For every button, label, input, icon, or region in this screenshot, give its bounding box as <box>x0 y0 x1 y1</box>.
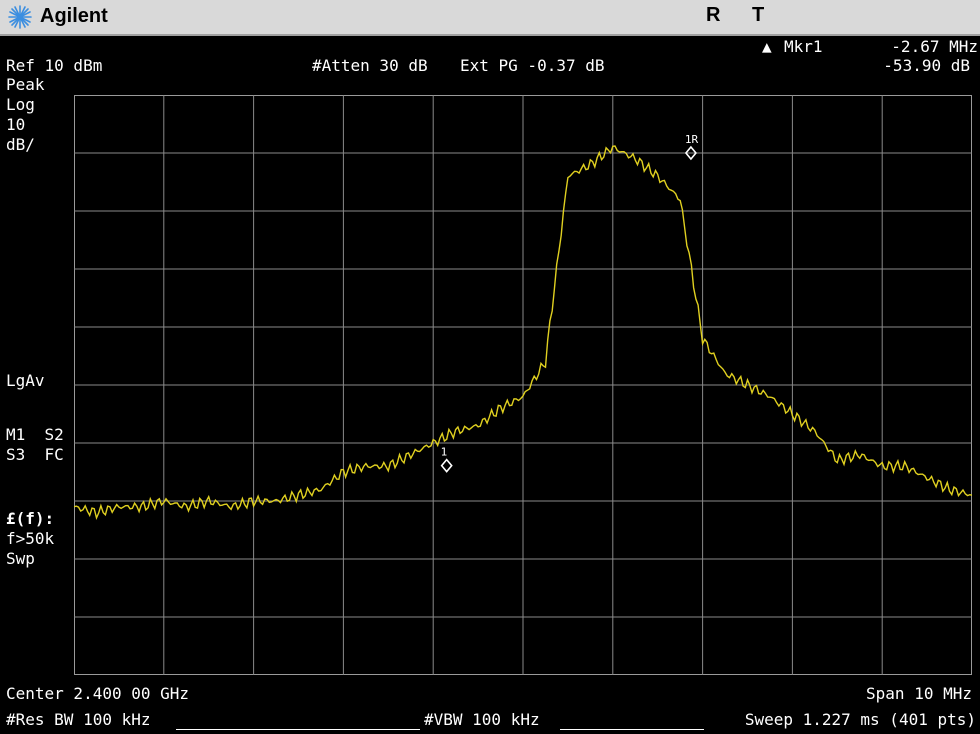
sweep-mode: Swp <box>6 549 35 568</box>
average-mode: LgAv <box>6 371 45 390</box>
attenuation: #Atten 30 dB <box>312 56 428 75</box>
center-frequency: Center 2.400 00 GHz <box>6 684 190 703</box>
marker-frequency: -2.67 MHz <box>891 37 978 56</box>
reference-level: Ref 10 dBm <box>6 56 103 75</box>
vbw-underline <box>560 729 704 730</box>
detector-mode: Peak <box>6 75 45 94</box>
spectrum-display: 1 1R <box>74 95 972 675</box>
correction-freq: f>50k <box>6 529 55 548</box>
video-bandwidth: #VBW 100 kHz <box>424 710 540 729</box>
res-bw-underline <box>176 729 420 730</box>
agilent-spark-icon <box>8 5 32 29</box>
remote-status: R <box>706 4 721 26</box>
scale-value: 10 <box>6 115 26 134</box>
external-preamp-gain: Ext PG -0.37 dB <box>460 56 605 75</box>
sweep-time: Sweep 1.227 ms (401 pts) <box>744 710 976 729</box>
marker-diamond <box>440 458 453 473</box>
trace-status-2: S3 FC <box>6 445 64 464</box>
marker-label: Mkr1 <box>784 37 823 56</box>
title-bar: Agilent R T <box>0 0 980 36</box>
resolution-bandwidth: #Res BW 100 kHz <box>6 710 151 729</box>
marker-diamond <box>684 145 697 161</box>
correction-label: £(f): <box>6 509 55 528</box>
marker-label: 1 <box>441 446 448 459</box>
scale-unit: dB/ <box>6 135 35 154</box>
trigger-status: T <box>752 4 765 26</box>
trace-status-1: M1 S2 <box>6 425 64 444</box>
marker-label: 1R <box>685 133 699 146</box>
scale-type: Log <box>6 95 35 114</box>
marker-delta-icon: ▲ <box>762 37 772 56</box>
spectrum-trace <box>74 145 972 521</box>
marker-amplitude: -53.90 dB <box>883 56 970 75</box>
frequency-span: Span 10 MHz <box>866 684 972 703</box>
brand-name: Agilent <box>40 5 108 27</box>
